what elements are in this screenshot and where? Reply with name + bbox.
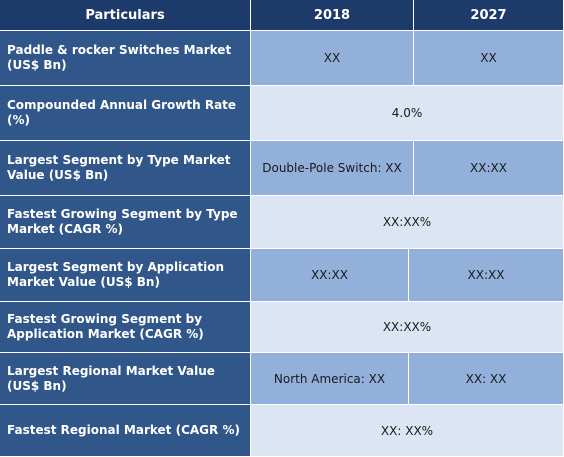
- row-value-2027: XX: [414, 31, 564, 86]
- row-value-2027: XX:XX: [409, 249, 564, 302]
- row-value-merged: XX:XX%: [251, 196, 564, 249]
- header-year-2027: 2027: [414, 0, 564, 31]
- row-label-fastest-regional: Fastest Regional Market (CAGR %): [0, 405, 251, 457]
- row-label-cagr: Compounded Annual Growth Rate (%): [0, 86, 251, 141]
- header-year-2018: 2018: [251, 0, 414, 31]
- row-value-2018: XX: [251, 31, 414, 86]
- row-label-largest-application: Largest Segment by Application Market Va…: [0, 249, 251, 302]
- row-label-fastest-application: Fastest Growing Segment by Application M…: [0, 302, 251, 353]
- row-label-market-size: Paddle & rocker Switches Market (US$ Bn): [0, 31, 251, 86]
- row-value-2018: XX:XX: [251, 249, 409, 302]
- row-label-fastest-type: Fastest Growing Segment by Type Market (…: [0, 196, 251, 249]
- row-label-largest-regional: Largest Regional Market Value (US$ Bn): [0, 353, 251, 405]
- row-value-merged: 4.0%: [251, 86, 564, 141]
- row-value-merged: XX: XX%: [251, 405, 564, 457]
- row-value-2018: North America: XX: [251, 353, 409, 405]
- row-value-2018: Double-Pole Switch: XX: [251, 141, 414, 196]
- row-value-2027: XX:XX: [414, 141, 564, 196]
- row-value-merged: XX:XX%: [251, 302, 564, 353]
- row-value-2027: XX: XX: [409, 353, 564, 405]
- row-label-largest-type: Largest Segment by Type Market Value (US…: [0, 141, 251, 196]
- header-particulars: Particulars: [0, 0, 251, 31]
